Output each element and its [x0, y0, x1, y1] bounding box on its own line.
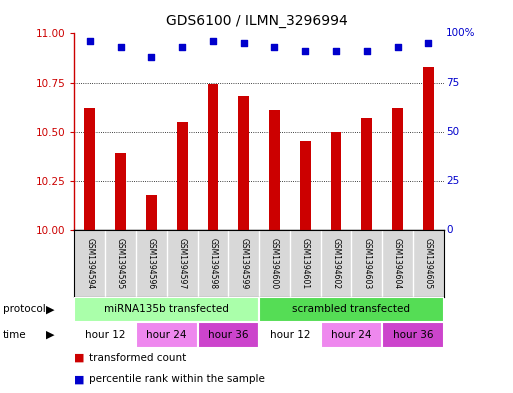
Point	[332, 48, 340, 54]
Bar	[207, 84, 218, 230]
Text: GSM1394594: GSM1394594	[85, 238, 94, 289]
Text: 0: 0	[446, 225, 453, 235]
Point	[424, 40, 432, 46]
Bar	[300, 141, 310, 230]
Text: ▶: ▶	[46, 305, 54, 314]
Text: GSM1394605: GSM1394605	[424, 238, 433, 289]
Text: GSM1394600: GSM1394600	[270, 238, 279, 289]
Text: GSM1394604: GSM1394604	[393, 238, 402, 289]
Text: 50: 50	[446, 127, 460, 137]
Text: 75: 75	[446, 77, 460, 88]
Bar	[269, 110, 280, 230]
Bar	[136, 322, 198, 348]
Text: 25: 25	[446, 176, 460, 186]
Text: GSM1394601: GSM1394601	[301, 238, 310, 289]
Text: GSM1394598: GSM1394598	[208, 238, 218, 289]
Point	[393, 44, 402, 50]
Bar	[321, 322, 382, 348]
Text: hour 24: hour 24	[147, 330, 187, 340]
Text: GSM1394599: GSM1394599	[239, 238, 248, 289]
Bar	[74, 297, 259, 322]
Bar	[382, 322, 444, 348]
Bar	[392, 108, 403, 230]
Text: GDS6100 / ILMN_3296994: GDS6100 / ILMN_3296994	[166, 14, 347, 28]
Text: GSM1394597: GSM1394597	[177, 238, 187, 289]
Bar	[423, 67, 433, 230]
Text: protocol: protocol	[3, 305, 45, 314]
Point	[301, 48, 309, 54]
Text: hour 12: hour 12	[270, 330, 310, 340]
Point	[86, 38, 94, 44]
Bar	[238, 96, 249, 230]
Text: transformed count: transformed count	[89, 353, 186, 363]
Text: hour 36: hour 36	[208, 330, 248, 340]
Text: hour 24: hour 24	[331, 330, 371, 340]
Text: GSM1394602: GSM1394602	[331, 238, 341, 289]
Point	[270, 44, 279, 50]
Text: percentile rank within the sample: percentile rank within the sample	[89, 374, 265, 384]
Text: miRNA135b transfected: miRNA135b transfected	[104, 305, 229, 314]
Text: scrambled transfected: scrambled transfected	[292, 305, 410, 314]
Text: 100%: 100%	[446, 28, 476, 39]
Bar	[176, 122, 188, 230]
Bar	[198, 322, 259, 348]
Point	[147, 54, 155, 60]
Bar	[146, 195, 156, 230]
Text: ▶: ▶	[46, 330, 54, 340]
Bar	[259, 322, 321, 348]
Text: ■: ■	[74, 374, 85, 384]
Text: ■: ■	[74, 353, 85, 363]
Text: GSM1394595: GSM1394595	[116, 238, 125, 289]
Point	[363, 48, 371, 54]
Point	[178, 44, 186, 50]
Text: time: time	[3, 330, 26, 340]
Bar	[74, 322, 136, 348]
Bar	[331, 132, 342, 230]
Text: hour 36: hour 36	[393, 330, 433, 340]
Text: GSM1394596: GSM1394596	[147, 238, 156, 289]
Text: GSM1394603: GSM1394603	[362, 238, 371, 289]
Bar	[259, 297, 444, 322]
Text: hour 12: hour 12	[85, 330, 125, 340]
Bar	[361, 118, 372, 230]
Bar	[84, 108, 95, 230]
Bar	[115, 153, 126, 230]
Point	[209, 38, 217, 44]
Point	[116, 44, 125, 50]
Point	[240, 40, 248, 46]
